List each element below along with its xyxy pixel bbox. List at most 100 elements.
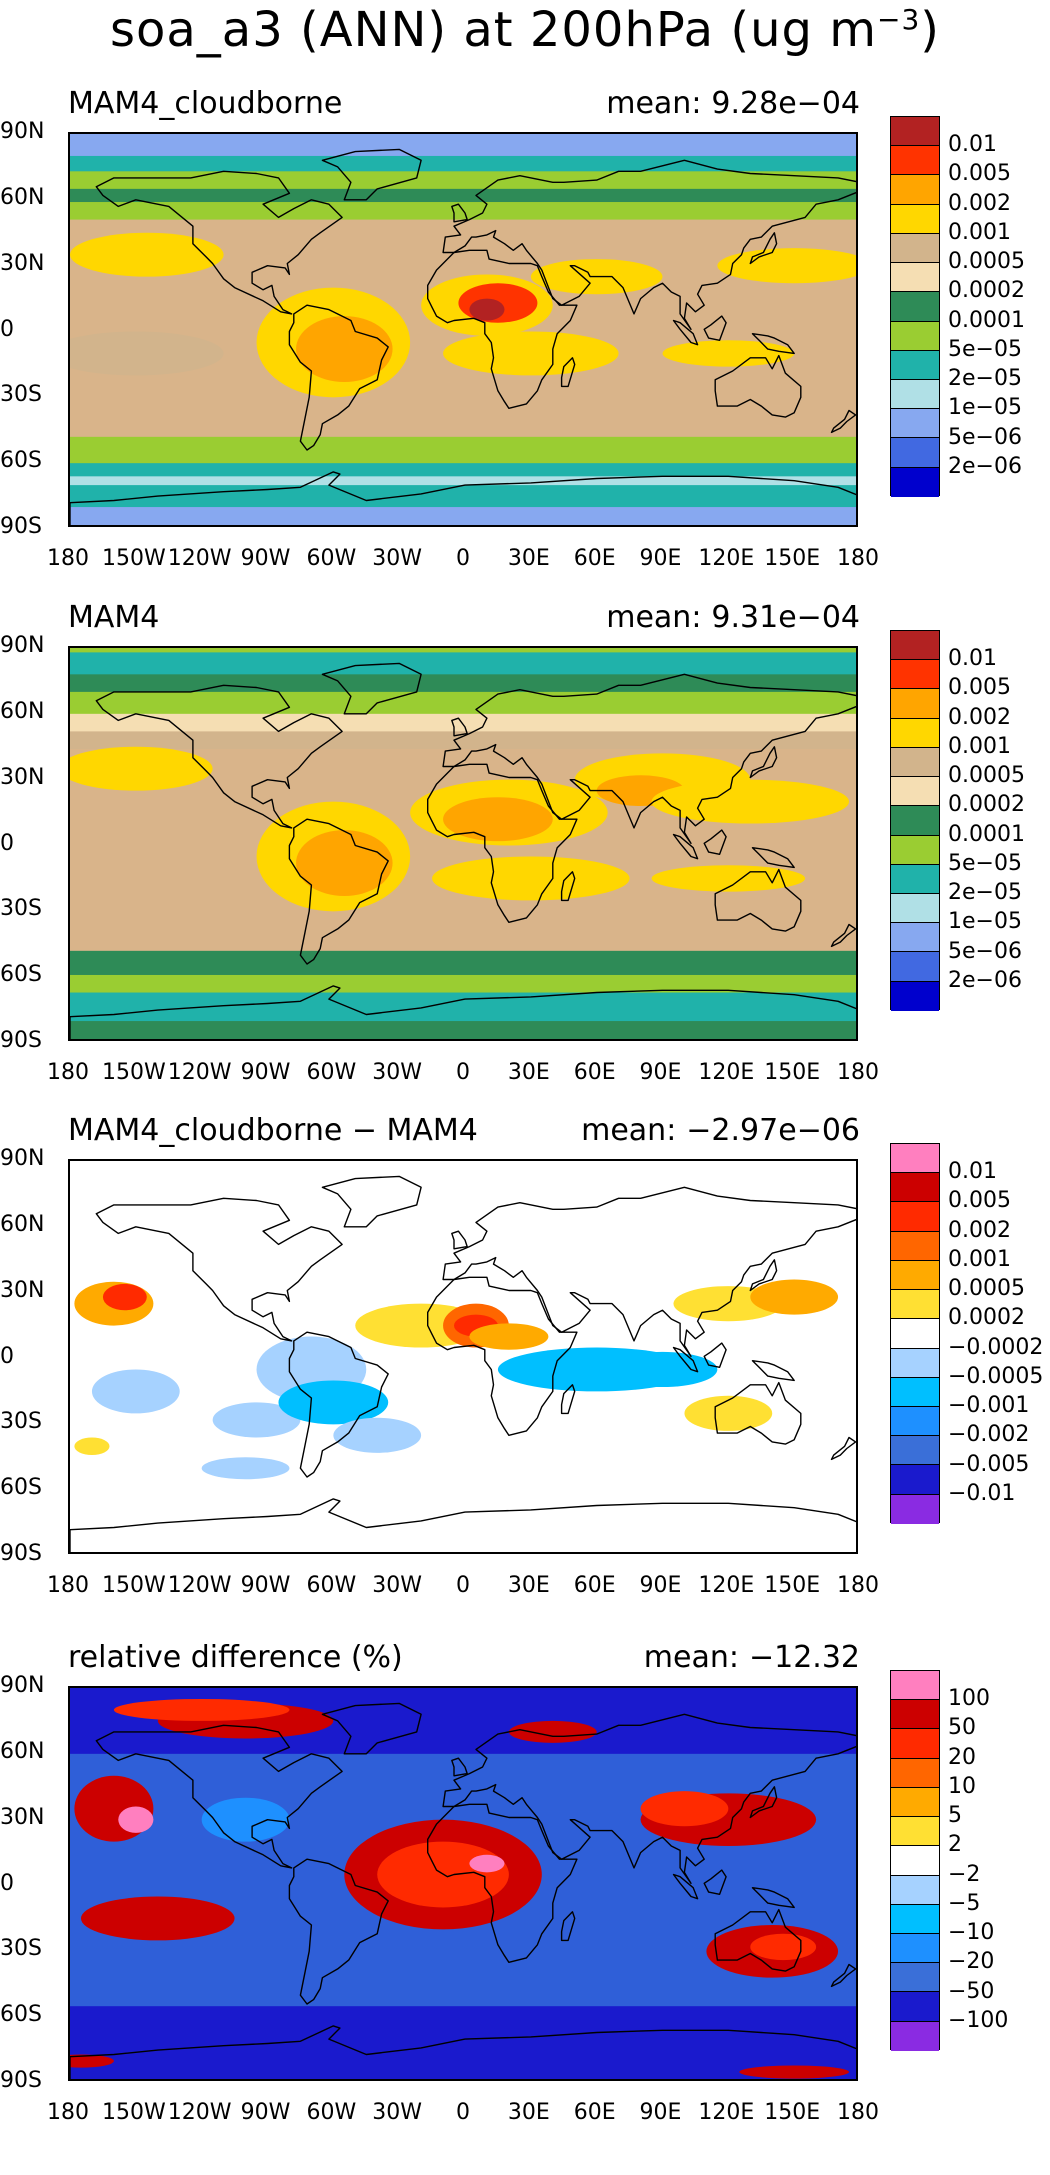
map-plot-area (68, 1159, 858, 1554)
lon-tick-label: 180 (47, 1060, 89, 1085)
lon-tick-label: 30W (372, 546, 423, 571)
colorbar-swatch (891, 660, 939, 690)
coastline-japan (749, 1786, 778, 1819)
lon-tick-label: 60W (306, 546, 357, 571)
lat-tick-label: 30N (0, 1277, 45, 1303)
colorbar-label: 0.001 (948, 733, 1011, 759)
lon-tick-label: 90E (639, 1060, 682, 1085)
colorbar-label: −0.0002 (948, 1334, 1044, 1360)
colorbar-label: −2 (948, 1861, 981, 1887)
colorbar-swatch (891, 204, 939, 234)
colorbar-swatch (891, 835, 939, 865)
colorbar-label: −0.0005 (948, 1363, 1044, 1389)
coastline-british-isles (451, 1757, 468, 1777)
coastline-eurasia (442, 159, 856, 330)
colorbar-swatch (891, 981, 939, 1011)
panel-title: relative difference (%) (68, 1640, 403, 1675)
colorbar-label: 0.005 (948, 675, 1011, 701)
coastline-south-america (288, 1331, 389, 1478)
colorbar-label: 0.005 (948, 161, 1011, 187)
colorbar-swatch (891, 1846, 939, 1876)
colorbar-label: 0.01 (948, 1159, 997, 1185)
colorbar-label: 0.001 (948, 1246, 1011, 1272)
lon-tick-label: 0 (456, 1573, 470, 1598)
colorbar-label: 5e−05 (948, 850, 1022, 876)
lon-tick-label: 120W (167, 1573, 232, 1598)
colorbar-label: 5 (948, 1803, 962, 1829)
lat-tick-label: 30N (0, 1804, 45, 1830)
colorbar-swatch (891, 1992, 939, 2022)
figure-title: soa_a3 (ANN) at 200hPa (ug m−3) (0, 2, 1050, 58)
figure-title-exponent: −3 (876, 3, 921, 36)
lat-tick-label: 90N (0, 1673, 45, 1698)
figure-title-text: soa_a3 (ANN) at 200hPa (ug m (110, 2, 877, 58)
lon-tick-label: 90W (240, 1060, 291, 1085)
coastline-australia (714, 1908, 802, 1972)
map-plot-area (68, 646, 858, 1041)
coastline-south-america (288, 818, 389, 965)
colorbar-swatch (891, 1406, 939, 1437)
coastline-africa (427, 1276, 578, 1436)
lat-tick-label: 30N (0, 250, 45, 276)
colorbar-label: 2e−06 (948, 453, 1022, 479)
lon-tick-label: 0 (456, 2100, 470, 2125)
colorbar-swatch (891, 350, 939, 380)
colorbar-label: 5e−06 (948, 938, 1022, 964)
coastline-new-guinea (751, 1887, 795, 1909)
lat-tick-label: 60S (0, 962, 42, 988)
lon-tick-label: 150E (764, 1060, 821, 1085)
coastline-new-zealand (830, 409, 856, 434)
coastline-greenland (321, 1175, 422, 1228)
lon-tick-label: 180 (47, 2100, 89, 2125)
coastline-eurasia (442, 673, 856, 844)
lon-tick-label: 150W (101, 1060, 166, 1085)
colorbar-label: −20 (948, 1949, 995, 1975)
colorbar-label: 0.005 (948, 1188, 1011, 1214)
coastline-greenland (321, 1702, 422, 1755)
colorbar-label: −10 (948, 1920, 995, 1946)
coastline-antarctica (70, 2025, 856, 2079)
map-panel: relative difference (%) mean: −12.32 90N 60N… (0, 1640, 1050, 2170)
colorbar-label: 0.0002 (948, 278, 1025, 304)
coastline-south-america (288, 304, 389, 451)
lon-tick-label: 0 (456, 546, 470, 571)
mean-value: 9.31e−04 (711, 600, 860, 635)
colorbar (890, 1670, 940, 2051)
lon-tick-label: 120E (698, 546, 755, 571)
colorbar-label: 5e−05 (948, 336, 1022, 362)
lon-tick-label: 90E (639, 2100, 682, 2125)
colorbar-label: 2e−05 (948, 366, 1022, 392)
lat-tick-label: 30N (0, 764, 45, 790)
lon-tick-label: 150W (101, 1573, 166, 1598)
colorbar-swatch (891, 409, 939, 439)
mean-value: −2.97e−06 (686, 1113, 860, 1148)
colorbar-label: 20 (948, 1744, 976, 1770)
map-field-svg (70, 134, 856, 525)
lon-tick-label: 180 (837, 2100, 879, 2125)
colorbar-label: −0.001 (948, 1393, 1030, 1419)
map-plot-area (68, 1686, 858, 2081)
colorbar-label: 0.0005 (948, 763, 1025, 789)
coastline-japan (749, 1259, 778, 1292)
lat-tick-label: 90N (0, 633, 45, 658)
coastline-north-america (95, 170, 343, 315)
coastline-borneo (703, 1342, 727, 1368)
lat-tick-label: 60S (0, 448, 42, 474)
colorbar-swatch (891, 952, 939, 982)
lat-tick-label: 0 (0, 830, 14, 856)
colorbar-swatch (891, 1173, 939, 1203)
coastline-new-zealand (830, 1963, 856, 1988)
colorbar-swatch (891, 1729, 939, 1759)
lon-tick-label: 60W (306, 1573, 357, 1598)
lat-tick-label: 60S (0, 1475, 42, 1501)
colorbar-swatch (891, 1202, 939, 1232)
lon-tick-label: 120E (698, 1060, 755, 1085)
lat-tick-label: 60N (0, 1211, 45, 1237)
colorbar-swatch (891, 467, 939, 497)
colorbar-label: 0.0005 (948, 1276, 1025, 1302)
lon-tick-label: 180 (47, 1573, 89, 1598)
lon-tick-label: 60E (573, 1060, 616, 1085)
map-panel: MAM4 mean: 9.31e−04 90N 60N 30N 0 30S 60S 90S 180 1… (0, 600, 1050, 1130)
coastline-sumatra (672, 319, 699, 346)
colorbar-swatch (891, 1319, 939, 1349)
